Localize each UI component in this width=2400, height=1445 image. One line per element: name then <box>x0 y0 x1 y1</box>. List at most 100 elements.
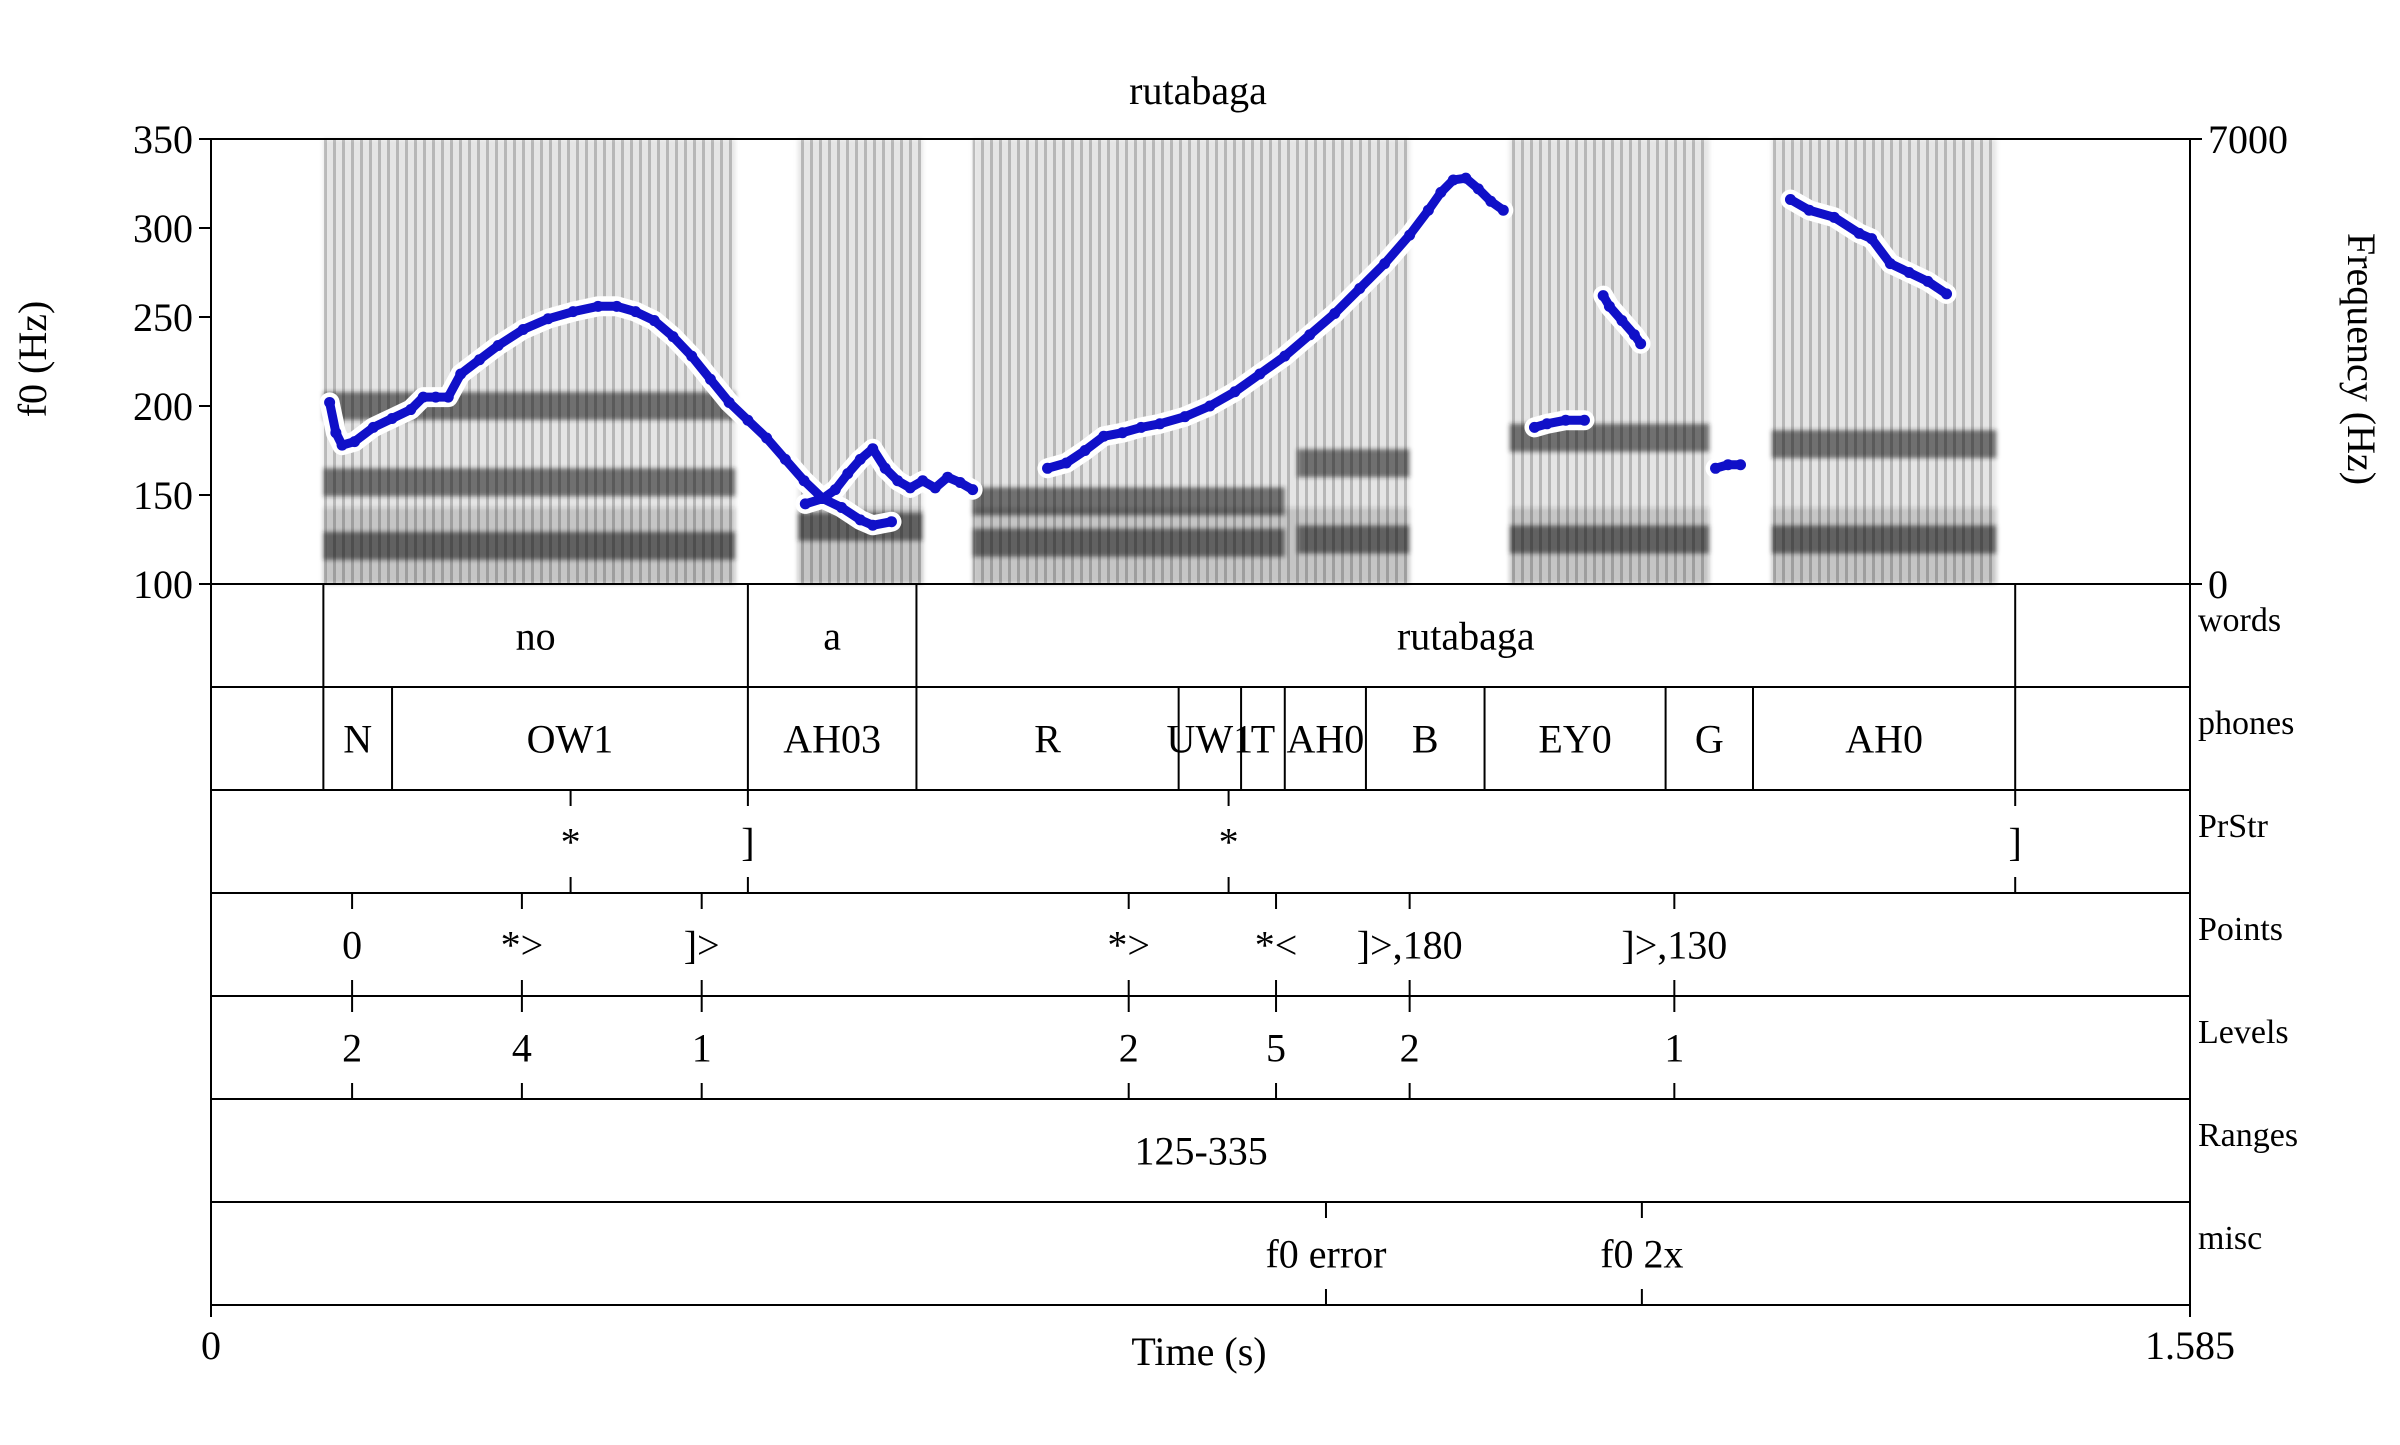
tier-label: AH0 <box>1286 717 1364 762</box>
y-tick-label-right: 0 <box>2208 562 2228 607</box>
point-label: 5 <box>1266 1026 1286 1071</box>
point-label: * <box>1219 820 1239 865</box>
y-tick-label: 200 <box>133 384 193 429</box>
f0-point <box>611 300 623 312</box>
f0-point <box>1903 267 1915 278</box>
f0-point <box>349 436 361 448</box>
tier-label: no <box>516 614 556 659</box>
f0-point <box>1541 418 1553 430</box>
tier-label: AH03 <box>783 717 881 762</box>
y-tick-label: 150 <box>133 473 193 518</box>
f0-point <box>867 443 879 455</box>
f0-point <box>1528 421 1540 433</box>
point-label: ]> <box>684 923 720 968</box>
tier-label: G <box>1695 717 1724 762</box>
point-label: 1 <box>692 1026 712 1071</box>
x-axis-label: Time (s) <box>1131 1329 1266 1374</box>
point-label: ]>,180 <box>1357 923 1463 968</box>
f0-point <box>799 498 811 510</box>
f0-point <box>1485 195 1497 207</box>
f0-point <box>1578 414 1590 426</box>
tier-name-levels: Levels <box>2198 1014 2289 1051</box>
point-label: 0 <box>342 923 362 968</box>
f0-line <box>1530 415 1589 432</box>
x-tick-label: 1.585 <box>2145 1323 2235 1368</box>
f0-point <box>867 519 879 531</box>
f0-point <box>1179 411 1191 423</box>
spectrogram-striation <box>1509 139 1710 584</box>
y-tick-label-right: 7000 <box>2208 117 2288 162</box>
f0-point <box>1616 315 1628 327</box>
f0-point <box>1497 204 1509 216</box>
y-axis-label-right: Frequency (Hz) <box>2339 233 2384 485</box>
f0-point <box>904 482 916 494</box>
f0-point <box>1922 275 1934 287</box>
f0-point <box>1079 445 1091 456</box>
f0-point <box>1229 386 1241 398</box>
x-tick-label: 0 <box>201 1323 221 1368</box>
tier-name-words: words <box>2198 602 2281 639</box>
point-label: ]>,130 <box>1621 923 1727 968</box>
f0-point <box>1379 258 1391 270</box>
f0-point <box>742 414 754 426</box>
f0-point <box>1329 307 1341 319</box>
f0-point <box>492 339 504 351</box>
tier-label: 125-335 <box>1134 1129 1267 1174</box>
tier-name-ranges: Ranges <box>2198 1117 2298 1154</box>
y-tick-label: 350 <box>133 117 193 162</box>
f0-point <box>1404 229 1416 241</box>
f0-point <box>648 315 660 327</box>
f0-point <box>829 484 841 496</box>
f0-point <box>1884 258 1896 270</box>
f0-point <box>723 396 735 408</box>
f0-point <box>1435 186 1447 198</box>
f0-point <box>1042 462 1054 474</box>
f0-point <box>1254 368 1266 380</box>
tier-label: B <box>1412 717 1439 762</box>
spectrogram <box>323 139 1997 584</box>
tier-label: rutabaga <box>1397 614 1535 659</box>
spectrogram-striations <box>323 139 1997 584</box>
f0-point <box>1803 204 1815 216</box>
f0-point <box>1628 329 1640 341</box>
point-label: f0 error <box>1265 1232 1386 1277</box>
f0-point <box>917 475 929 487</box>
point-label: *> <box>501 923 544 968</box>
f0-point <box>967 484 979 496</box>
f0-point <box>879 462 891 474</box>
tier-name-phones: phones <box>2198 705 2294 742</box>
f0-point <box>1422 204 1434 216</box>
f0-point <box>954 477 966 489</box>
f0-point <box>836 501 848 513</box>
f0-point <box>1354 283 1366 295</box>
chart-title: rutabaga <box>1129 68 1267 113</box>
f0-point <box>1154 418 1166 430</box>
y-tick-label: 300 <box>133 206 193 251</box>
f0-point <box>892 475 904 487</box>
f0-point <box>442 391 454 403</box>
f0-point <box>430 391 442 403</box>
f0-point <box>854 514 866 526</box>
f0-point <box>473 354 485 366</box>
f0-point <box>942 471 954 483</box>
f0-point <box>455 368 467 380</box>
spectrogram-striation <box>972 139 1410 584</box>
point-label: 2 <box>342 1026 362 1071</box>
point-label: 2 <box>1119 1026 1139 1071</box>
f0-point <box>885 516 897 528</box>
f0-point <box>1304 329 1316 341</box>
f0-point <box>1116 427 1128 439</box>
f0-point <box>367 421 379 433</box>
f0-point <box>517 323 529 335</box>
f0-point <box>1635 338 1647 350</box>
f0-point <box>630 306 642 318</box>
f0-point <box>1060 457 1072 469</box>
tier-name-misc: misc <box>2198 1220 2262 1257</box>
f0-point <box>704 373 716 385</box>
point-label: 2 <box>1400 1026 1420 1071</box>
f0-point <box>842 468 854 480</box>
tier-label: UW1 <box>1167 717 1254 762</box>
